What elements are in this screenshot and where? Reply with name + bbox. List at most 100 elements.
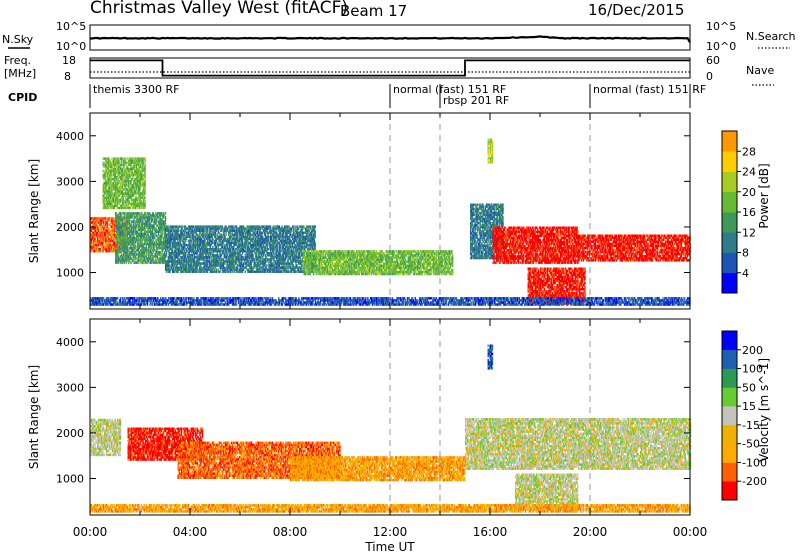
power-cell [109,250,110,252]
power-cell [135,207,136,209]
power-cell [130,172,131,174]
power-cell [145,160,146,162]
power-cell [141,201,142,203]
power-cell [122,241,123,243]
power-cell [117,182,118,184]
power-cell [109,217,110,219]
power-cell [136,186,137,188]
noise-panel: N.Sky 10^5 10^0 10^5 10^0 N.Search [2,20,796,53]
power-cell [111,157,112,159]
frequency-panel: Freq. [MHz] 18 8 60 0 Nave [4,54,774,85]
power-cell [118,261,119,263]
power-cell [116,237,117,239]
date-label: 16/Dec/2015 [588,1,684,19]
power-cell [137,207,138,209]
figure: Christmas Valley West (fitACF) Beam 17 1… [0,0,800,554]
beam-label: Beam 17 [340,2,407,20]
power-cell [105,217,106,219]
power-cell [94,250,95,252]
noise-right-tick-bottom: 10^0 [706,40,736,53]
power-cell [103,221,104,223]
power-cell [141,207,142,209]
cpid-strip: CPID themis 3300 RF normal (fast) 151 RF r… [8,83,706,108]
power-cell [114,207,115,209]
power-cell [98,225,99,227]
nave-label: Nave [746,64,774,77]
power-cell [111,172,112,174]
power-cell [108,207,109,209]
power-cell [145,196,146,198]
cpid-label: CPID [8,91,37,104]
power-cell [145,201,146,203]
power-cell [120,245,121,247]
power-cell [123,203,124,205]
power-cell [130,207,131,209]
power-cell [145,174,146,176]
power-cell [112,192,113,194]
power-cell [108,234,109,236]
power-cell [131,157,132,159]
power-cell [129,201,130,203]
power-cell [120,212,121,214]
power-cell [145,186,146,188]
power-cell [145,168,146,170]
power-cell [133,194,134,196]
power-cell [119,160,120,162]
power-cell [131,164,132,166]
power-cell [124,261,125,263]
power-cell [100,248,101,250]
power-cell [119,218,120,220]
power-cell [138,199,139,201]
power-cell [124,168,125,170]
cpid-segment-2: rbsp 201 RF [443,94,509,107]
power-cell [91,242,92,244]
power-cell [102,250,103,252]
power-cell [103,162,104,164]
power-cell [132,172,133,174]
power-cell [124,164,125,166]
power-cell [121,214,122,216]
power-cell [110,207,111,209]
noise-left-label: N.Sky [2,33,34,46]
power-cell [119,241,120,243]
freq-line [90,60,690,75]
power-cell [118,253,119,255]
power-feature-2 [115,212,166,264]
cpid-segment-0: themis 3300 RF [93,83,180,96]
power-cell [125,157,126,159]
power-cell [136,196,137,198]
power-cell [141,172,142,174]
noise-left-tick-bottom: 10^0 [56,40,86,53]
power-cell [108,227,109,229]
power-cell [127,157,128,159]
power-cell [140,186,141,188]
noise-right-label: N.Search [746,30,796,43]
power-cell [109,157,110,159]
power-cell [124,214,125,216]
power-cell [119,194,120,196]
power-cell [124,218,125,220]
power-cell [117,203,118,205]
power-cell [108,172,109,174]
nave-tick-top: 60 [706,54,720,67]
power-cell [132,157,133,159]
power-cell [145,207,146,209]
power-cell [101,238,102,240]
power-cell [116,172,117,174]
power-cell [123,157,124,159]
power-cell [120,199,121,201]
power-cell [110,162,111,164]
freq-tick-bottom: 8 [64,70,71,83]
power-cell [101,221,102,223]
power-cell [145,182,146,184]
power-cell [103,244,104,246]
cpid-segment-3: normal (fast) 151 RF [593,83,706,96]
power-cell [114,238,115,240]
power-cell [120,231,121,233]
power-feature-1 [103,157,146,209]
power-cell [124,203,125,205]
noise-left-tick-top: 10^5 [56,20,86,33]
power-cell [145,157,146,159]
power-cell [103,170,104,172]
